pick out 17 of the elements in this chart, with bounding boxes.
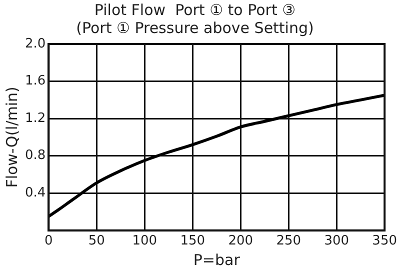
y-axis-title: Flow-Q(l/min) (2, 86, 21, 188)
y-tick-label: 0.4 (24, 185, 46, 200)
x-tick-label: 100 (132, 234, 158, 249)
y-tick-label: 1.6 (24, 74, 46, 89)
y-tick-label: 1.2 (24, 110, 46, 126)
chart-title: Pilot Flow Port ① to Port ③ (Port ① Pressure above Setting) (76, 0, 314, 37)
x-tick-label: 200 (228, 234, 254, 249)
x-tick-label: 350 (372, 234, 398, 249)
x-tick-label: 150 (180, 234, 206, 249)
y-tick-label: 0.8 (24, 148, 46, 164)
x-tick-label: 50 (88, 234, 105, 249)
x-tick-label: 250 (276, 234, 302, 249)
x-axis-title: P=bar (193, 250, 241, 269)
line-series (48, 94, 385, 218)
x-tick-label: 300 (324, 234, 350, 249)
x-tick-label: 0 (44, 234, 53, 249)
y-tick-label: 2.0 (24, 36, 46, 52)
